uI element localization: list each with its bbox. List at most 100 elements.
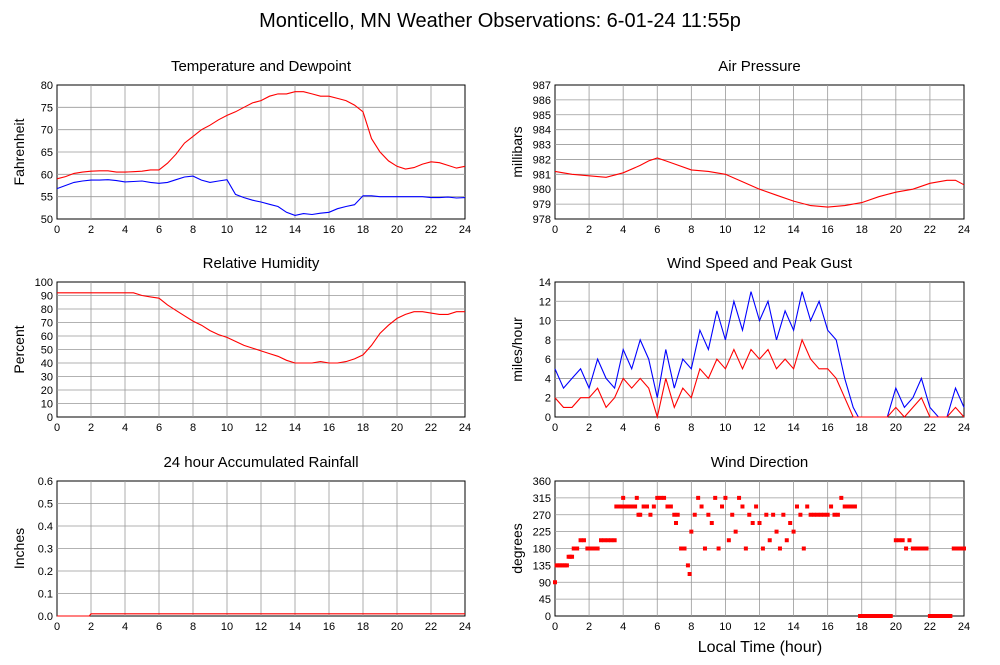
pressure-y-tick-label: 986 [533, 95, 551, 107]
direction-x-tick-label: 8 [688, 621, 694, 633]
direction-point [849, 504, 854, 509]
wind-x-tick-label: 6 [654, 422, 660, 434]
wind-x-tick-label: 10 [719, 422, 731, 434]
direction-point [777, 546, 782, 551]
direction-point [921, 546, 926, 551]
rainfall-x-tick-label: 18 [357, 621, 369, 633]
temperature-series-2-line [56, 175, 466, 216]
rainfall-panel: 0 2 4 6 8 10 12 14 16 18 20 22 240.00.10.20.30.40.50… [11, 454, 471, 633]
wind-x-tick-label: 20 [890, 422, 902, 434]
pressure-x-tick-label: 22 [924, 224, 936, 236]
direction-point [716, 546, 721, 551]
direction-x-tick-label: 16 [822, 621, 834, 633]
direction-point [808, 512, 813, 517]
wind-x-tick-label: 8 [688, 422, 694, 434]
direction-point [924, 546, 929, 551]
direction-y-tick-label: 180 [533, 544, 551, 556]
direction-point [575, 546, 580, 551]
wind-series-2-line [554, 338, 965, 420]
direction-point [685, 563, 690, 568]
humidity-x-tick-label: 10 [221, 422, 233, 434]
direction-point [794, 504, 799, 509]
direction-point [599, 538, 604, 543]
rainfall-x-tick-label: 22 [425, 621, 437, 633]
humidity-y-tick-label: 0 [47, 412, 53, 424]
humidity-y-axis-label: Percent [11, 325, 27, 373]
direction-point [638, 512, 643, 517]
rainfall-x-tick-label: 12 [255, 621, 267, 633]
rainfall-x-tick-label: 6 [156, 621, 162, 633]
direction-point [958, 546, 963, 551]
direction-y-tick-label: 45 [539, 594, 551, 606]
pressure-y-tick-label: 985 [533, 110, 551, 122]
direction-x-tick-label: 20 [890, 621, 902, 633]
humidity-y-tick-label: 40 [41, 358, 53, 370]
direction-x-tick-label: 18 [856, 621, 868, 633]
direction-point [609, 538, 614, 543]
direction-point [673, 521, 678, 525]
humidity-title: Relative Humidity [203, 255, 320, 272]
direction-point [801, 546, 806, 551]
pressure-y-tick-label: 983 [533, 140, 551, 152]
page-title: Monticello, MN Weather Observations: 6-0… [259, 10, 741, 32]
rainfall-series-1-line [57, 613, 465, 617]
direction-point [612, 538, 617, 543]
temperature-title: Temperature and Dewpoint [171, 58, 352, 75]
direction-y-tick-label: 360 [533, 476, 551, 488]
humidity-panel: 0 2 4 6 8 10 12 14 16 18 20 22 240102030405060708090… [11, 255, 471, 434]
rainfall-title: 24 hour Accumulated Rainfall [163, 454, 358, 471]
pressure-y-tick-label: 980 [533, 184, 551, 196]
wind-x-tick-label: 12 [753, 422, 765, 434]
temperature-x-tick-label: 8 [190, 224, 196, 236]
direction-point [720, 504, 725, 509]
direction-point [938, 614, 943, 618]
pressure-x-tick-label: 0 [552, 224, 558, 236]
temperature-y-tick-label: 65 [41, 147, 53, 159]
rainfall-x-tick-label: 16 [323, 621, 335, 633]
direction-point [634, 495, 639, 500]
humidity-y-tick-label: 20 [41, 385, 53, 397]
direction-point [897, 538, 902, 543]
temperature-x-tick-label: 18 [357, 224, 369, 236]
pressure-y-tick-label: 987 [533, 80, 551, 92]
direction-point [585, 546, 590, 551]
direction-point [633, 504, 638, 509]
wind-series-1-line [554, 291, 965, 418]
pressure-y-axis-label: millibars [509, 126, 525, 177]
pressure-x-tick-label: 12 [753, 224, 765, 236]
x-axis-label: Local Time (hour) [698, 639, 823, 656]
direction-point [588, 546, 593, 551]
temperature-x-tick-label: 24 [459, 224, 471, 236]
direction-point [709, 521, 714, 525]
direction-title: Wind Direction [711, 454, 809, 471]
humidity-y-tick-label: 60 [41, 331, 53, 343]
pressure-panel: 0 2 4 6 8 10 12 14 16 18 20 22 249789799809819829839… [509, 58, 970, 236]
direction-point [553, 580, 557, 585]
pressure-x-tick-label: 6 [654, 224, 660, 236]
humidity-x-tick-label: 4 [122, 422, 128, 434]
direction-point [754, 504, 759, 509]
pressure-series-1-line [554, 157, 965, 208]
direction-point [726, 538, 731, 543]
direction-point [788, 521, 793, 525]
direction-point [805, 504, 810, 509]
pressure-x-tick-label: 18 [856, 224, 868, 236]
wind-title: Wind Speed and Peak Gust [667, 255, 853, 272]
temperature-x-tick-label: 10 [221, 224, 233, 236]
direction-point [829, 504, 834, 509]
direction-point [645, 504, 650, 509]
direction-point [733, 529, 738, 534]
direction-x-tick-label: 24 [958, 621, 970, 633]
pressure-x-tick-label: 14 [787, 224, 799, 236]
direction-point [713, 495, 718, 500]
direction-point [861, 614, 866, 618]
direction-point [951, 546, 956, 551]
direction-point [740, 504, 745, 509]
direction-point [760, 546, 765, 551]
rainfall-x-tick-label: 4 [122, 621, 128, 633]
direction-point [832, 512, 837, 517]
direction-point [665, 504, 670, 509]
wind-x-tick-label: 14 [787, 422, 799, 434]
